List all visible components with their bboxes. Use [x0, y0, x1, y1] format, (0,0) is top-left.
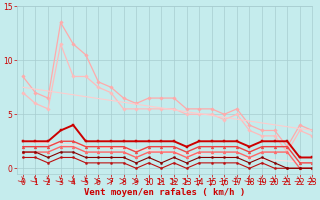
- X-axis label: Vent moyen/en rafales ( km/h ): Vent moyen/en rafales ( km/h ): [84, 188, 245, 197]
